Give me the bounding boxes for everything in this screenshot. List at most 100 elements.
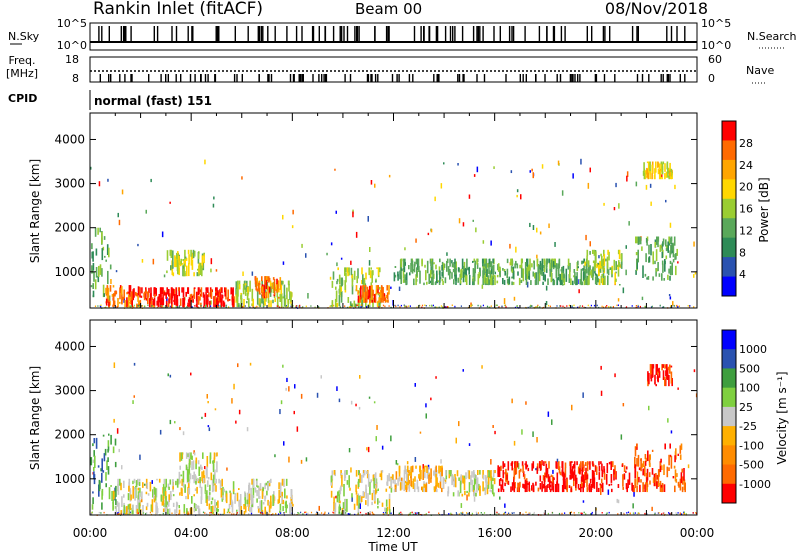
velocity-speckle xyxy=(335,495,337,499)
power-streak xyxy=(668,268,670,274)
velocity-streak xyxy=(206,490,208,500)
power-streak xyxy=(590,269,593,278)
power-streak xyxy=(336,281,338,285)
power-speckle xyxy=(520,194,522,200)
power-streak xyxy=(567,264,570,270)
power-streak xyxy=(425,270,427,281)
power-streak xyxy=(140,295,143,298)
power-streak xyxy=(451,272,453,279)
velocity-streak xyxy=(161,501,164,506)
velocity-streak xyxy=(336,494,339,503)
power-streak xyxy=(411,260,414,274)
power-speckle xyxy=(446,252,448,256)
power-streak xyxy=(657,236,659,248)
velocity-streak xyxy=(333,502,335,512)
velocity-streak xyxy=(644,460,647,466)
velocity-streak xyxy=(532,484,535,493)
velocity-streak xyxy=(652,477,655,483)
velocity-speckle xyxy=(293,410,295,415)
velocity-streak xyxy=(575,474,577,488)
velocity-streak xyxy=(385,499,388,507)
velocity-streak xyxy=(503,463,506,468)
power-ground-scatter xyxy=(504,304,507,307)
power-streak xyxy=(220,287,222,292)
power-streak xyxy=(541,258,544,272)
velocity-streak xyxy=(412,478,415,489)
date-title: 08/Nov/2018 xyxy=(605,0,708,18)
velocity-streak xyxy=(120,482,122,491)
velocity-streak xyxy=(340,485,342,491)
power-streak xyxy=(191,260,194,270)
velocity-streak xyxy=(92,443,94,447)
velocity-streak xyxy=(547,474,550,482)
power-streak xyxy=(434,282,437,285)
power-streak xyxy=(561,272,563,280)
velocity-streak xyxy=(642,468,644,476)
velocity-streak xyxy=(210,501,213,505)
power-streak xyxy=(130,291,133,301)
power-streak xyxy=(251,303,253,307)
velocity-streak xyxy=(292,503,294,507)
velocity-streak xyxy=(229,490,231,493)
power-streak xyxy=(373,294,376,303)
power-colorbar-tick: 24 xyxy=(739,159,753,172)
velocity-speckle xyxy=(286,377,288,383)
power-streak xyxy=(147,291,149,305)
power-streak xyxy=(187,287,190,294)
velocity-streak xyxy=(543,475,546,488)
velocity-ground-scatter xyxy=(304,511,306,514)
velocity-streak xyxy=(165,478,167,488)
velocity-ground-scatter xyxy=(118,513,120,515)
velocity-streak xyxy=(490,470,492,481)
velocity-streak xyxy=(208,495,210,501)
velocity-streak xyxy=(251,503,253,508)
power-streak xyxy=(477,273,480,285)
velocity-streak xyxy=(652,364,655,369)
power-streak xyxy=(280,295,283,308)
power-streak xyxy=(544,274,546,282)
velocity-streak xyxy=(123,505,126,515)
power-streak xyxy=(256,291,259,305)
power-streak xyxy=(586,255,588,264)
power-streak xyxy=(669,250,671,258)
nave-tick-top: 60 xyxy=(708,53,722,66)
power-streak xyxy=(126,297,128,308)
velocity-streak xyxy=(101,490,103,500)
power-streak xyxy=(649,161,651,172)
velocity-streak xyxy=(644,465,646,477)
velocity-speckle xyxy=(279,409,281,415)
velocity-streak xyxy=(478,483,480,491)
velocity-streak xyxy=(606,463,609,474)
velocity-streak xyxy=(577,466,580,474)
velocity-streak xyxy=(578,487,580,491)
power-streak xyxy=(379,267,381,273)
velocity-streak xyxy=(471,471,473,478)
velocity-streak xyxy=(137,491,140,500)
power-ground-scatter xyxy=(536,305,538,308)
velocity-ground-scatter xyxy=(171,512,173,514)
velocity-ground-scatter xyxy=(461,512,463,515)
power-streak xyxy=(552,278,555,286)
velocity-speckle xyxy=(294,384,296,389)
power-streak xyxy=(613,259,616,271)
velocity-streak xyxy=(145,506,148,511)
freq-tick-bottom: 8 xyxy=(72,72,79,85)
velocity-streak xyxy=(625,483,628,490)
power-streak xyxy=(561,270,564,283)
power-streak xyxy=(112,285,115,288)
velocity-ground-scatter xyxy=(455,512,457,514)
power-ground-scatter xyxy=(589,306,591,309)
power-streak xyxy=(646,174,649,178)
velocity-streak xyxy=(207,480,209,487)
velocity-streak xyxy=(573,471,575,481)
velocity-ground-scatter xyxy=(248,513,250,515)
power-streak xyxy=(447,266,450,276)
velocity-streak xyxy=(622,487,624,490)
power-ground-scatter xyxy=(454,305,456,308)
velocity-streak xyxy=(625,466,628,470)
velocity-speckle xyxy=(440,459,442,464)
velocity-streak xyxy=(197,505,200,513)
power-streak xyxy=(600,275,603,284)
power-streak xyxy=(267,295,270,303)
power-streak xyxy=(605,258,607,262)
